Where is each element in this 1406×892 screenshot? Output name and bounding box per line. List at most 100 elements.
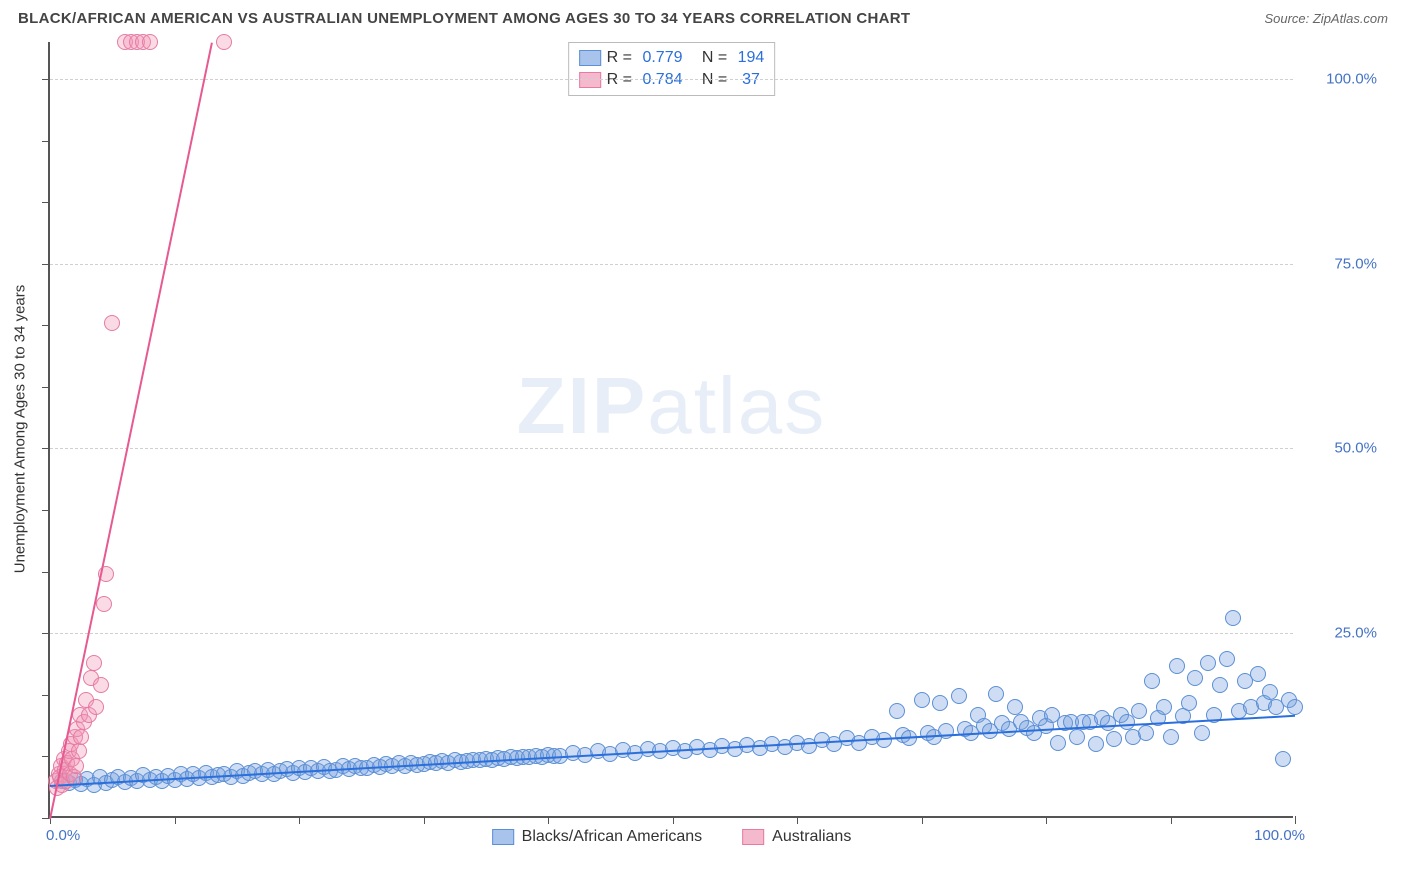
gridline-h — [50, 264, 1293, 265]
legend-swatch-australians — [579, 72, 601, 88]
data-point-blacks — [914, 692, 930, 708]
trendline-blacks — [50, 715, 1295, 787]
y-tick-label: 100.0% — [1303, 70, 1377, 87]
legend-swatch-blacks — [492, 829, 514, 845]
data-point-blacks — [1275, 751, 1291, 767]
y-tick-mark — [42, 510, 50, 511]
y-tick-mark — [42, 202, 50, 203]
watermark: ZIPatlas — [517, 360, 826, 452]
data-point-australians — [216, 34, 232, 50]
watermark-atlas: atlas — [647, 361, 826, 450]
y-tick-mark — [42, 756, 50, 757]
data-point-australians — [88, 699, 104, 715]
y-tick-mark — [42, 141, 50, 142]
legend-r-label: R = — [607, 49, 637, 67]
data-point-blacks — [988, 686, 1004, 702]
legend-r-value-blacks: 0.779 — [642, 49, 682, 67]
data-point-australians — [93, 677, 109, 693]
x-tick-mark — [175, 816, 176, 824]
plot-area: Unemployment Among Ages 30 to 34 years 0… — [48, 42, 1293, 818]
legend-n-label: N = — [689, 71, 732, 89]
data-point-australians — [68, 758, 84, 774]
data-point-blacks — [1200, 655, 1216, 671]
data-point-australians — [86, 655, 102, 671]
data-point-blacks — [1287, 699, 1303, 715]
legend-swatch-australians — [742, 829, 764, 845]
data-point-blacks — [1069, 729, 1085, 745]
trendline-australians — [49, 43, 213, 819]
chart-container: Unemployment Among Ages 30 to 34 years 0… — [48, 42, 1388, 842]
data-point-australians — [73, 729, 89, 745]
data-point-blacks — [1050, 735, 1066, 751]
legend-series-label-blacks: Blacks/African Americans — [522, 828, 703, 846]
legend-swatch-blacks — [579, 50, 601, 66]
x-tick-mark — [673, 816, 674, 824]
data-point-blacks — [1007, 699, 1023, 715]
x-tick-min: 0.0% — [46, 827, 80, 844]
data-point-australians — [96, 596, 112, 612]
y-tick-mark — [42, 264, 50, 265]
legend-n-value-australians: 37 — [738, 71, 760, 89]
legend-corr-row-australians: R = 0.784 N = 37 — [579, 69, 765, 91]
legend-series: Blacks/African Americans Australians — [492, 828, 852, 846]
x-tick-mark — [1171, 816, 1172, 824]
gridline-h — [50, 79, 1293, 80]
data-point-blacks — [1131, 703, 1147, 719]
y-tick-mark — [42, 448, 50, 449]
data-point-blacks — [1144, 673, 1160, 689]
chart-title: BLACK/AFRICAN AMERICAN VS AUSTRALIAN UNE… — [18, 10, 910, 27]
data-point-blacks — [1219, 651, 1235, 667]
x-tick-mark — [1046, 816, 1047, 824]
data-point-blacks — [1181, 695, 1197, 711]
x-tick-max: 100.0% — [1254, 827, 1305, 844]
source-name: ZipAtlas.com — [1313, 11, 1388, 26]
y-tick-label: 25.0% — [1303, 625, 1377, 642]
y-axis-label: Unemployment Among Ages 30 to 34 years — [12, 285, 29, 574]
x-tick-mark — [548, 816, 549, 824]
source-prefix: Source: — [1264, 11, 1312, 26]
source-attribution: Source: ZipAtlas.com — [1264, 11, 1388, 26]
x-tick-mark — [797, 816, 798, 824]
data-point-blacks — [1156, 699, 1172, 715]
y-tick-mark — [42, 387, 50, 388]
data-point-blacks — [1119, 714, 1135, 730]
data-point-australians — [104, 315, 120, 331]
data-point-australians — [142, 34, 158, 50]
data-point-blacks — [1262, 684, 1278, 700]
gridline-h — [50, 448, 1293, 449]
legend-series-label-australians: Australians — [772, 828, 851, 846]
data-point-blacks — [1250, 666, 1266, 682]
y-tick-mark — [42, 79, 50, 80]
data-point-blacks — [1225, 610, 1241, 626]
legend-corr-row-blacks: R = 0.779 N = 194 — [579, 47, 765, 69]
data-point-blacks — [889, 703, 905, 719]
data-point-blacks — [951, 688, 967, 704]
legend-n-label: N = — [689, 49, 732, 67]
x-tick-mark — [424, 816, 425, 824]
watermark-zip: ZIP — [517, 361, 647, 450]
legend-n-value-blacks: 194 — [738, 49, 765, 67]
legend-r-label: R = — [607, 71, 637, 89]
data-point-blacks — [1106, 731, 1122, 747]
data-point-australians — [71, 743, 87, 759]
x-tick-mark — [922, 816, 923, 824]
y-tick-mark — [42, 695, 50, 696]
y-tick-mark — [42, 572, 50, 573]
y-tick-mark — [42, 633, 50, 634]
data-point-blacks — [1194, 725, 1210, 741]
data-point-blacks — [1187, 670, 1203, 686]
data-point-blacks — [1088, 736, 1104, 752]
data-point-blacks — [1169, 658, 1185, 674]
y-tick-label: 50.0% — [1303, 440, 1377, 457]
data-point-blacks — [1138, 725, 1154, 741]
data-point-blacks — [1163, 729, 1179, 745]
y-tick-mark — [42, 325, 50, 326]
legend-series-item-australians: Australians — [742, 828, 851, 846]
data-point-blacks — [1212, 677, 1228, 693]
legend-correlation: R = 0.779 N = 194R = 0.784 N = 37 — [568, 42, 776, 96]
legend-r-value-australians: 0.784 — [642, 71, 682, 89]
gridline-h — [50, 633, 1293, 634]
data-point-blacks — [876, 732, 892, 748]
x-tick-mark — [1295, 816, 1296, 824]
y-tick-label: 75.0% — [1303, 255, 1377, 272]
